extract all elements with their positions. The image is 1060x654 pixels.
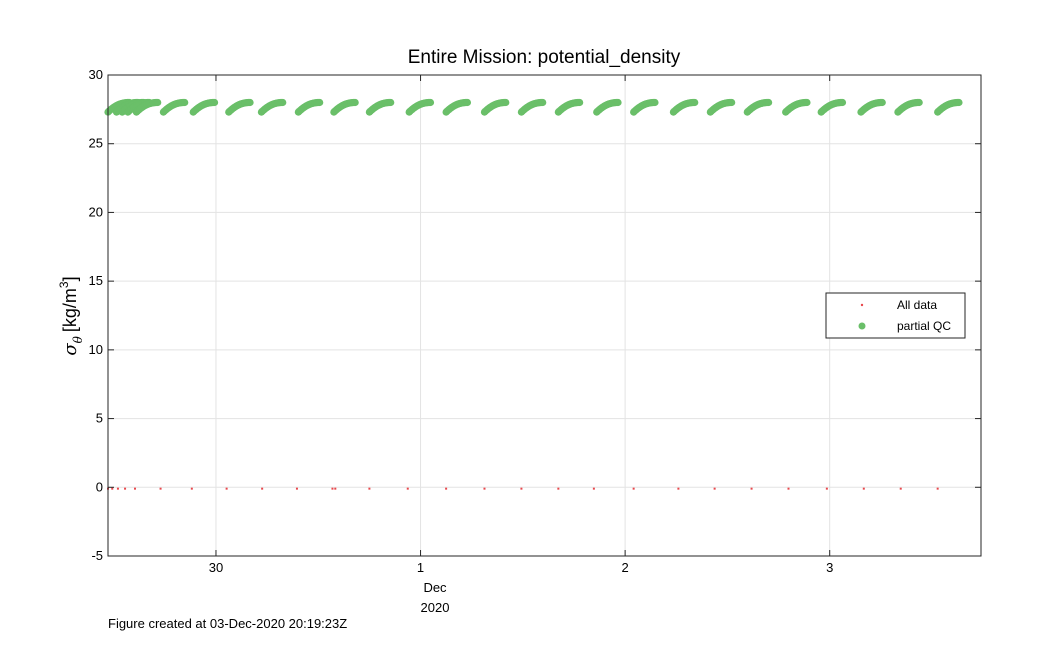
y-tick-label: 15 [89,273,103,288]
legend-box [825,292,966,339]
all-data-point [133,487,136,490]
x-tick-label: 2 [622,560,629,575]
partial-qc-point [691,98,699,107]
all-data-point [825,487,828,490]
partial-qc-point [539,98,547,107]
partial-qc-point [878,98,886,107]
y-label-symbol: σ [60,343,81,356]
y-axis-label: σθ [kg/m3] [57,276,85,355]
all-data-point [557,487,560,490]
all-data-point [295,487,298,490]
partial-qc-point [316,98,324,107]
partial-qc-point [915,98,923,107]
all-data-point [445,487,448,490]
all-data-point [899,487,902,490]
all-data-point [225,487,228,490]
partial-qc-point [351,98,359,107]
y-label-subscript: θ [71,335,85,343]
all-data-point [334,487,337,490]
chart-title: Entire Mission: potential_density [408,47,681,68]
y-label-unit: [kg/m [60,288,80,332]
partial-qc-point [803,98,811,107]
partial-qc-point [246,98,254,107]
all-data-point [159,487,162,490]
all-data-point [190,487,193,490]
partial-qc-point [279,98,287,107]
partial-qc-point [387,98,395,107]
partial-qc-point [765,98,773,107]
partial-qc-point [154,98,162,107]
partial-qc-point [955,98,963,107]
partial-qc-point [426,98,435,107]
all-data-point [750,487,753,490]
partial-qc-point [576,98,584,107]
partial-qc-point [838,98,847,107]
partial-qc-point [651,98,659,107]
data-points [104,98,963,490]
partial-qc-point [614,98,622,107]
partial-qc-point [502,98,510,107]
plot-frame [107,74,982,557]
y-tick-label: 25 [89,136,103,151]
x-tick-label: 3 [826,560,833,575]
all-data-point [632,487,635,490]
legend-label-all-data: All data [897,298,937,312]
all-data-point [111,487,114,490]
y-tick-label: 10 [89,342,103,357]
all-data-point [483,487,486,490]
all-data-point [936,487,939,490]
all-data-point [787,487,790,490]
all-data-point [862,487,865,490]
all-data-point [124,487,127,490]
all-data-point [520,487,523,490]
svg-text:σθ[kg/m3]: σθ [kg/m3] [57,276,85,355]
x-tick-label: 30 [209,560,223,575]
y-tick-label: 20 [89,204,103,219]
all-data-point [331,487,334,490]
x-axis-month-label: Dec [423,580,447,595]
all-data-point [368,487,371,490]
y-tick-label: 5 [96,411,103,426]
x-tick-label: 1 [417,560,424,575]
all-data-point [677,487,680,490]
y-label-close: ] [60,276,80,281]
figure-created-note: Figure created at 03-Dec-2020 20:19:23Z [108,616,348,631]
axis-ticks: -5 0 5 10 15 20 25 30 30 1 2 3 [89,67,981,575]
y-label-exponent: 3 [57,281,71,288]
partial-qc-point [181,98,189,107]
partial-qc-point [463,98,472,107]
all-data-point [116,487,119,490]
all-data-point [261,487,264,490]
partial-qc-point [728,98,736,107]
all-data-point [592,487,595,490]
x-axis-year-label: 2020 [421,600,450,615]
y-tick-label: 30 [89,67,103,82]
legend-marker-all-data [860,303,864,307]
all-data-point [406,487,409,490]
legend: All data partial QC [825,292,966,339]
y-tick-label: 0 [96,479,103,494]
legend-label-partial-qc: partial QC [897,319,951,333]
legend-marker-partial-qc [858,322,866,330]
all-data-point [713,487,716,490]
y-tick-label: -5 [91,548,103,563]
partial-qc-point [210,98,219,107]
